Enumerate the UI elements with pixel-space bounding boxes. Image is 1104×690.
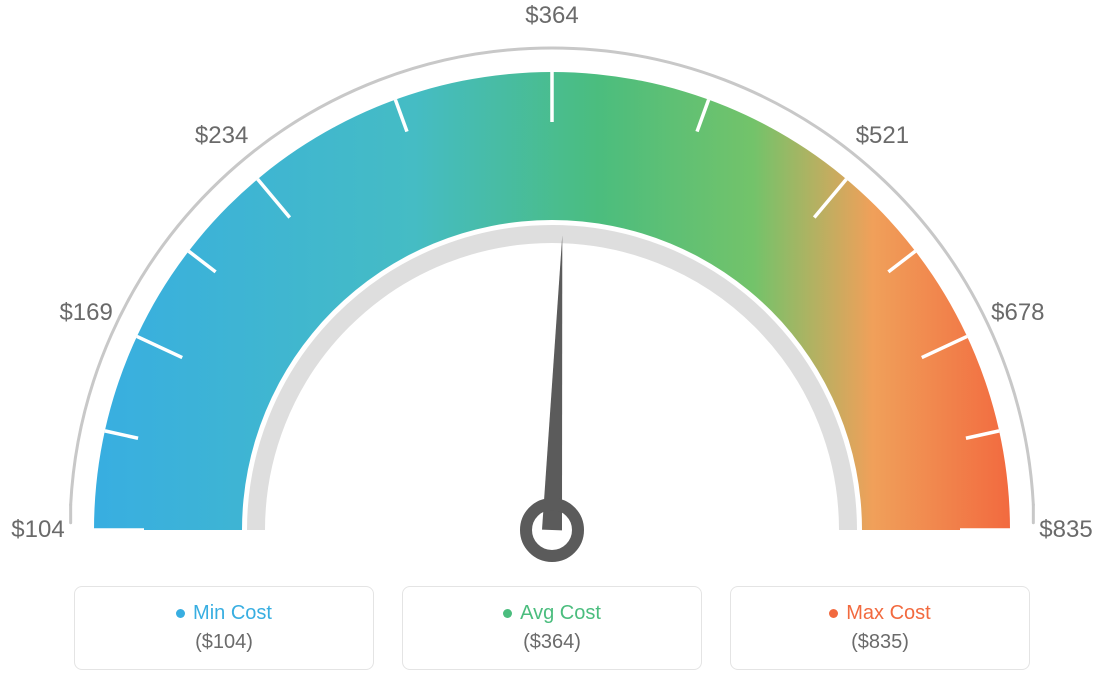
dot-icon: [176, 609, 185, 618]
gauge-tick-label: $234: [195, 122, 248, 150]
dot-icon: [503, 609, 512, 618]
gauge-tick-label: $169: [59, 299, 112, 327]
legend-card-avg: Avg Cost ($364): [402, 586, 702, 670]
gauge-area: $104 $169 $234 $364 $521 $678 $835: [0, 0, 1104, 570]
legend-label-row-avg: Avg Cost: [503, 602, 601, 625]
legend-row: Min Cost ($104) Avg Cost ($364) Max Cost…: [0, 586, 1104, 670]
gauge-tick-label: $364: [525, 2, 578, 30]
legend-max-label: Max Cost: [846, 602, 930, 625]
legend-avg-label: Avg Cost: [520, 602, 601, 625]
legend-label-row-max: Max Cost: [829, 602, 930, 625]
legend-min-value: ($104): [195, 631, 253, 654]
legend-avg-value: ($364): [523, 631, 581, 654]
legend-card-max: Max Cost ($835): [730, 586, 1030, 670]
gauge-tick-label: $521: [856, 122, 909, 150]
gauge-tick-label: $835: [1039, 516, 1092, 544]
dot-icon: [829, 609, 838, 618]
legend-card-min: Min Cost ($104): [74, 586, 374, 670]
cost-gauge-widget: $104 $169 $234 $364 $521 $678 $835 Min Cost ($…: [0, 0, 1104, 690]
gauge-tick-label: $678: [991, 299, 1044, 327]
gauge-tick-label: $104: [11, 516, 64, 544]
legend-min-label: Min Cost: [193, 602, 272, 625]
gauge-svg: [0, 0, 1104, 570]
legend-label-row-min: Min Cost: [176, 602, 272, 625]
legend-max-value: ($835): [851, 631, 909, 654]
